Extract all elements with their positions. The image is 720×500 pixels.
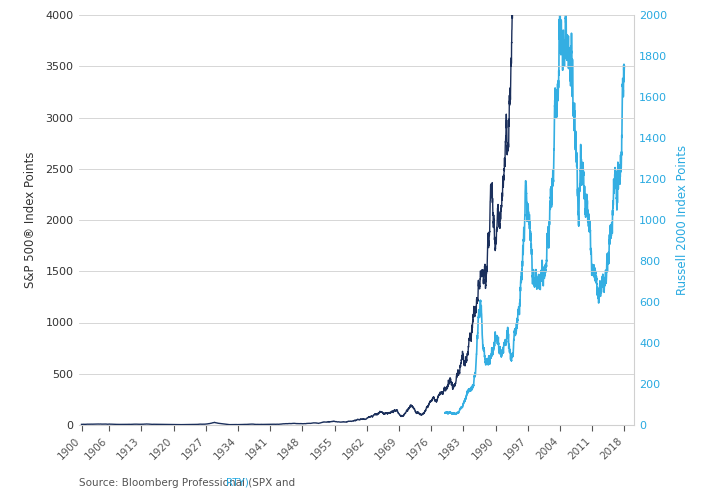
Y-axis label: Russell 2000 Index Points: Russell 2000 Index Points: [675, 145, 688, 295]
Y-axis label: S&P 500® Index Points: S&P 500® Index Points: [24, 152, 37, 288]
Text: Source: Bloomberg Professional (SPX and: Source: Bloomberg Professional (SPX and: [79, 478, 299, 488]
Text: RTY): RTY): [226, 478, 249, 488]
